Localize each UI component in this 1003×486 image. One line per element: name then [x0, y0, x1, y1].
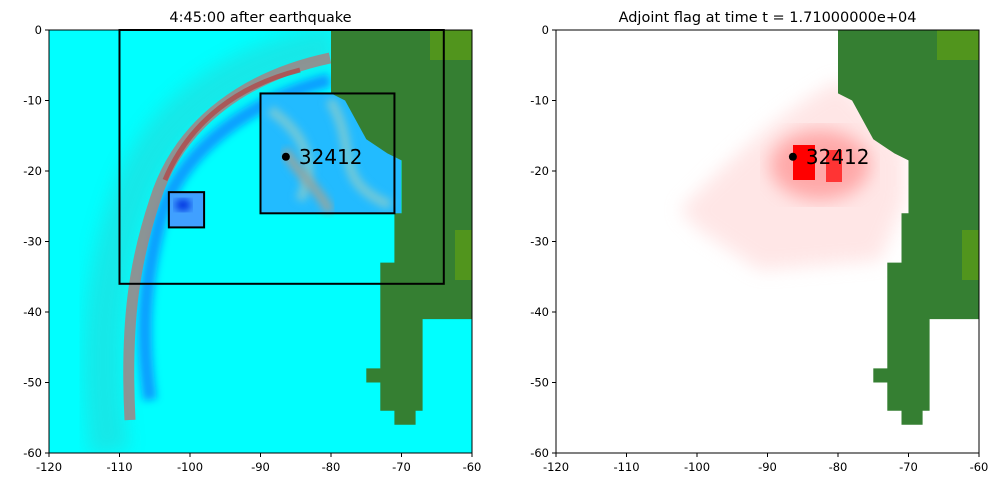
x-tick-label: -120: [543, 460, 569, 474]
plot-title: Adjoint flag at time t = 1.71000000e+04: [619, 10, 917, 26]
adjoint-max: [793, 145, 815, 180]
x-tick-label: -70: [392, 460, 411, 474]
x-tick-label: -90: [758, 460, 777, 474]
y-tick-label: -50: [530, 376, 549, 390]
land-highland: [962, 230, 979, 280]
gauge-marker: [788, 152, 797, 161]
x-tick-label: -80: [829, 460, 848, 474]
land-highland: [430, 30, 472, 60]
y-tick-label: -40: [530, 305, 549, 319]
y-tick-label: -30: [530, 235, 549, 249]
plot-title: 4:45:00 after earthquake: [169, 10, 351, 26]
y-tick-label: -20: [23, 164, 42, 178]
refinement-region-box: [259, 92, 396, 215]
land: [838, 30, 979, 425]
y-tick-label: -60: [23, 446, 42, 460]
adjoint-max: [826, 150, 842, 182]
x-tick-label: -90: [251, 460, 270, 474]
x-tick-label: -60: [970, 460, 989, 474]
y-tick-label: -10: [530, 94, 549, 108]
y-tick-label: -30: [23, 235, 42, 249]
y-tick-label: -60: [530, 446, 549, 460]
y-tick-label: 0: [542, 23, 549, 37]
y-tick-label: -40: [23, 305, 42, 319]
wave-crest-red: [162, 67, 301, 181]
right-heatmap: [556, 30, 979, 453]
x-tick-label: -100: [684, 460, 710, 474]
y-tick-label: -10: [23, 94, 42, 108]
refinement-region-box: [167, 191, 206, 229]
trough-max: [175, 199, 191, 211]
axis-ticks: -120 -110 -100 -90 -80 -70 -60 0 -10 -20 -30 -40 -50…: [23, 23, 481, 474]
x-tick-label: -80: [322, 460, 341, 474]
y-tick-label: -20: [530, 164, 549, 178]
y-tick-label: 0: [35, 23, 42, 37]
x-tick-label: -110: [106, 460, 132, 474]
left-plot: 32412 4:45:00 after earthquake -120 -110-…: [23, 10, 481, 474]
x-tick-label: -70: [899, 460, 918, 474]
gauge-marker: [281, 152, 290, 161]
gauge-label: 32412: [299, 145, 363, 169]
land: [331, 30, 472, 425]
x-tick-label: -100: [177, 460, 203, 474]
axis-ticks: -120 -110 -100 -90 -80 -70 -60 0 -10 -20 -30 -40 -50…: [530, 23, 988, 474]
wave-halo: [82, 30, 339, 453]
gauge-label: 32412: [806, 145, 870, 169]
y-tick-label: -50: [23, 376, 42, 390]
right-plot: 32412 Adjoint flag at time t = 1.7100000…: [530, 10, 988, 474]
x-tick-label: -120: [36, 460, 62, 474]
fine-wave-pattern: [267, 97, 392, 210]
x-tick-label: -60: [463, 460, 482, 474]
land-highland: [937, 30, 979, 60]
x-tick-label: -110: [613, 460, 639, 474]
land-highland: [455, 230, 472, 280]
